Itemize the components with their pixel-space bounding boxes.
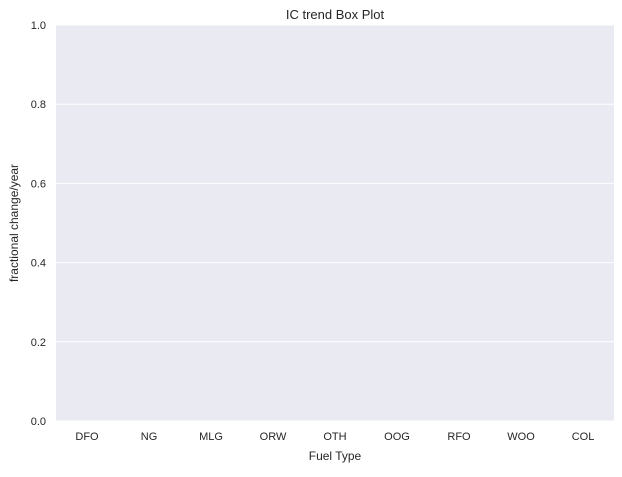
x-tick-label: MLG (199, 431, 223, 443)
y-tick-label: 0.0 (31, 416, 46, 428)
x-tick-label: WOO (507, 431, 535, 443)
y-tick-label: 0.8 (31, 99, 46, 111)
y-axis-label: fractional change/year (7, 164, 21, 282)
x-axis-ticks: DFO NG MLG ORW OTH OOG RFO WOO COL (75, 431, 594, 443)
y-tick-label: 0.4 (31, 258, 46, 270)
y-axis-ticks: 0.0 0.2 0.4 0.6 0.8 1.0 (31, 20, 46, 428)
x-tick-label: NG (141, 431, 158, 443)
x-tick-label: OOG (384, 431, 410, 443)
x-tick-label: RFO (447, 431, 471, 443)
x-axis-label: Fuel Type (309, 449, 362, 463)
y-tick-label: 0.2 (31, 337, 46, 349)
y-tick-label: 1.0 (31, 20, 46, 32)
chart-title: IC trend Box Plot (286, 7, 385, 22)
plot-area (56, 25, 614, 421)
x-tick-label: COL (572, 431, 595, 443)
x-tick-label: DFO (75, 431, 99, 443)
y-tick-label: 0.6 (31, 178, 46, 190)
x-tick-label: OTH (323, 431, 346, 443)
grid-lines (56, 24, 614, 422)
x-tick-label: ORW (260, 431, 287, 443)
